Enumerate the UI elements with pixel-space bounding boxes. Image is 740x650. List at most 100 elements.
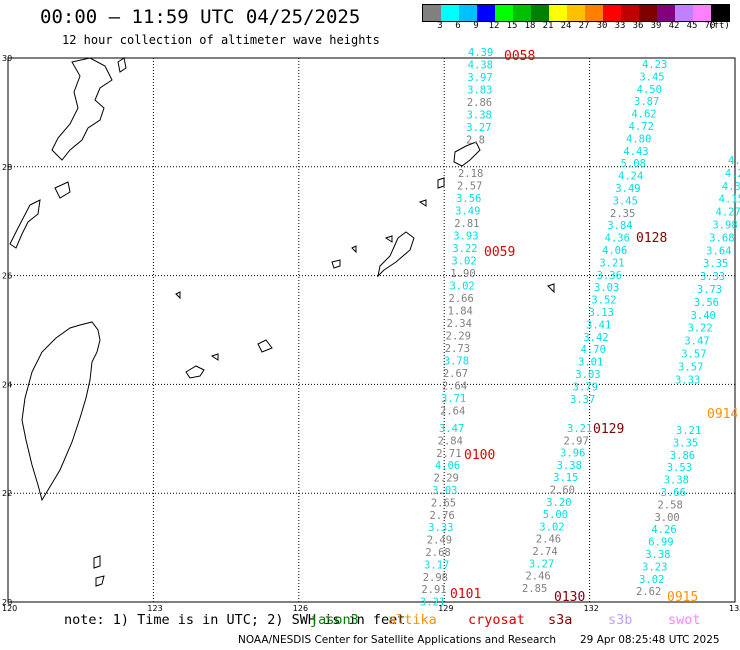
satellite-track-segment: 4.233.454.503.874.624.724.804.435.084.24… — [570, 59, 667, 406]
color-scale-label: 6 — [455, 21, 461, 31]
wave-height-value: 3.49 — [455, 206, 480, 218]
wave-height-value: 2.46 — [536, 534, 561, 546]
satellite-track-segment: 3.213.353.863.533.383.662.583.004.266.99… — [636, 425, 701, 605]
wave-height-value: 3.57 — [681, 349, 706, 361]
longitude-label: 123 — [147, 604, 162, 612]
wave-height-value: 4.3 — [728, 155, 740, 167]
wave-height-value: 1.90 — [450, 268, 475, 280]
color-scale-label: 3 — [437, 21, 443, 31]
pass-time-label: 0914 — [707, 407, 738, 422]
wave-height-value: 3.49 — [615, 183, 640, 195]
wave-height-value: 2.71 — [436, 448, 461, 460]
wave-height-value: 4.36 — [605, 233, 630, 245]
color-scale-swatch — [657, 5, 675, 21]
wave-height-value: 5.00 — [543, 509, 568, 521]
satellite-legend-item: altika — [388, 612, 437, 628]
island-coastline — [437, 177, 445, 189]
island-coastline — [547, 283, 555, 294]
wave-height-value: 3.23 — [642, 561, 667, 573]
miyako-coastline — [257, 339, 273, 353]
latitude-label: 30 — [2, 54, 12, 63]
wave-height-value: 3.38 — [645, 549, 670, 561]
wave-height-value: 3.84 — [607, 220, 632, 232]
pass-time-label: 0059 — [484, 245, 515, 260]
latitude-label: 26 — [2, 272, 12, 281]
color-scale-swatch — [711, 5, 729, 21]
wave-height-value: 4.39 — [468, 47, 493, 59]
wave-height-value: 4.06 — [435, 460, 460, 472]
wave-height-value: 4.50 — [637, 84, 662, 96]
credit-text: NOAA/NESDIS Center for Satellite Applica… — [238, 634, 556, 646]
island-coastline — [9, 199, 41, 249]
wave-height-value: 3.38 — [664, 475, 689, 487]
wave-height-value: 3.56 — [456, 193, 481, 205]
wave-height-value: 4.23 — [642, 59, 667, 71]
wave-height-value: 3.35 — [673, 437, 698, 449]
wave-height-value: 3.21 — [567, 423, 592, 435]
wave-height-value: 4.15 — [719, 194, 740, 206]
satellite-track-segment: 3.472.842.714.062.293.032.652.763.332.49… — [420, 423, 495, 609]
wave-height-value: 3.52 — [591, 295, 616, 307]
pass-time-label: 0101 — [450, 587, 481, 602]
amami-coastline — [453, 141, 481, 167]
color-scale-label: 39 — [650, 21, 662, 31]
color-scale-label: 27 — [578, 21, 590, 31]
wave-height-value: 3.79 — [573, 381, 598, 393]
satellite-track-segment: 2.182.573.563.492.813.933.223.021.903.02… — [440, 168, 515, 418]
wave-height-value: 3.13 — [589, 307, 614, 319]
wave-height-value: 3.45 — [613, 195, 638, 207]
color-scale-swatch — [639, 5, 657, 21]
wave-height-value: 3.21 — [676, 425, 701, 437]
wave-height-value: 2.66 — [449, 293, 474, 305]
wave-height-value: 3.97 — [467, 72, 492, 84]
wave-height-value: 3.68 — [709, 232, 734, 244]
longitude-label: 129 — [438, 604, 453, 612]
wave-height-value: 1.84 — [448, 306, 473, 318]
island-coastline — [54, 181, 71, 199]
wave-height-value: 3.33 — [675, 374, 700, 386]
wave-height-value: 2.73 — [445, 343, 470, 355]
wave-height-map: 4.394.383.973.832.863.383.272.800582.182… — [2, 47, 740, 612]
page-subtitle: 12 hour collection of altimeter wave hei… — [62, 33, 380, 47]
color-scale-label: 70 — [704, 21, 716, 31]
pass-time-label: 0128 — [636, 231, 667, 246]
wave-height-value: 3.98 — [712, 220, 737, 232]
longitude-label: 132 — [584, 604, 599, 612]
latitude-label: 20 — [2, 598, 12, 607]
wave-height-value: 3.37 — [570, 394, 595, 406]
wave-height-value: 3.93 — [453, 231, 478, 243]
wave-height-value: 3.47 — [684, 336, 709, 348]
color-scale-swatch — [693, 5, 711, 21]
color-scale-swatch — [567, 5, 585, 21]
pass-time-label: 0100 — [464, 448, 495, 463]
wave-height-value: 3.47 — [439, 423, 464, 435]
island-coastline — [351, 245, 357, 254]
satellite-track-segment: 4.34.24.374.154.273.983.683.643.353.333.… — [675, 155, 740, 422]
color-scale-swatch — [603, 5, 621, 21]
wave-height-value: 5.08 — [621, 158, 646, 170]
wave-height-value: 2.68 — [425, 547, 450, 559]
wave-height-value: 2.67 — [443, 368, 468, 380]
island-coastline — [95, 575, 105, 587]
wave-height-value: 3.17 — [424, 559, 449, 571]
color-scale-label: 33 — [614, 21, 626, 31]
wave-height-value: 3.56 — [694, 297, 719, 309]
wave-height-value: 2.74 — [532, 546, 557, 558]
altimeter-tracks: 4.394.383.973.832.863.383.272.800582.182… — [420, 47, 740, 609]
color-scale-labels: 3 6 9 12 15 18 21 24 27 30 33 36 39 42 45 70 (ft) — [422, 21, 730, 35]
page-title: 00:00 – 11:59 UTC 04/25/2025 — [40, 6, 361, 28]
wave-height-value: 3.45 — [639, 71, 664, 83]
wave-height-value: 3.83 — [467, 85, 492, 97]
pass-time-label: 0915 — [667, 590, 698, 605]
wave-height-value: 3.87 — [634, 96, 659, 108]
wave-height-value: 2.91 — [421, 584, 446, 596]
color-scale-label: 21 — [542, 21, 554, 31]
pass-time-label: 0130 — [554, 590, 585, 605]
wave-height-value: 2.49 — [427, 535, 452, 547]
wave-height-value: 4.38 — [468, 60, 493, 72]
wave-height-value: 2.76 — [430, 510, 455, 522]
wave-height-value: 4.26 — [651, 524, 676, 536]
wave-height-value: 3.20 — [546, 497, 571, 509]
satellite-legend-item: s3b — [608, 612, 633, 628]
taiwan-coastline — [21, 321, 101, 502]
